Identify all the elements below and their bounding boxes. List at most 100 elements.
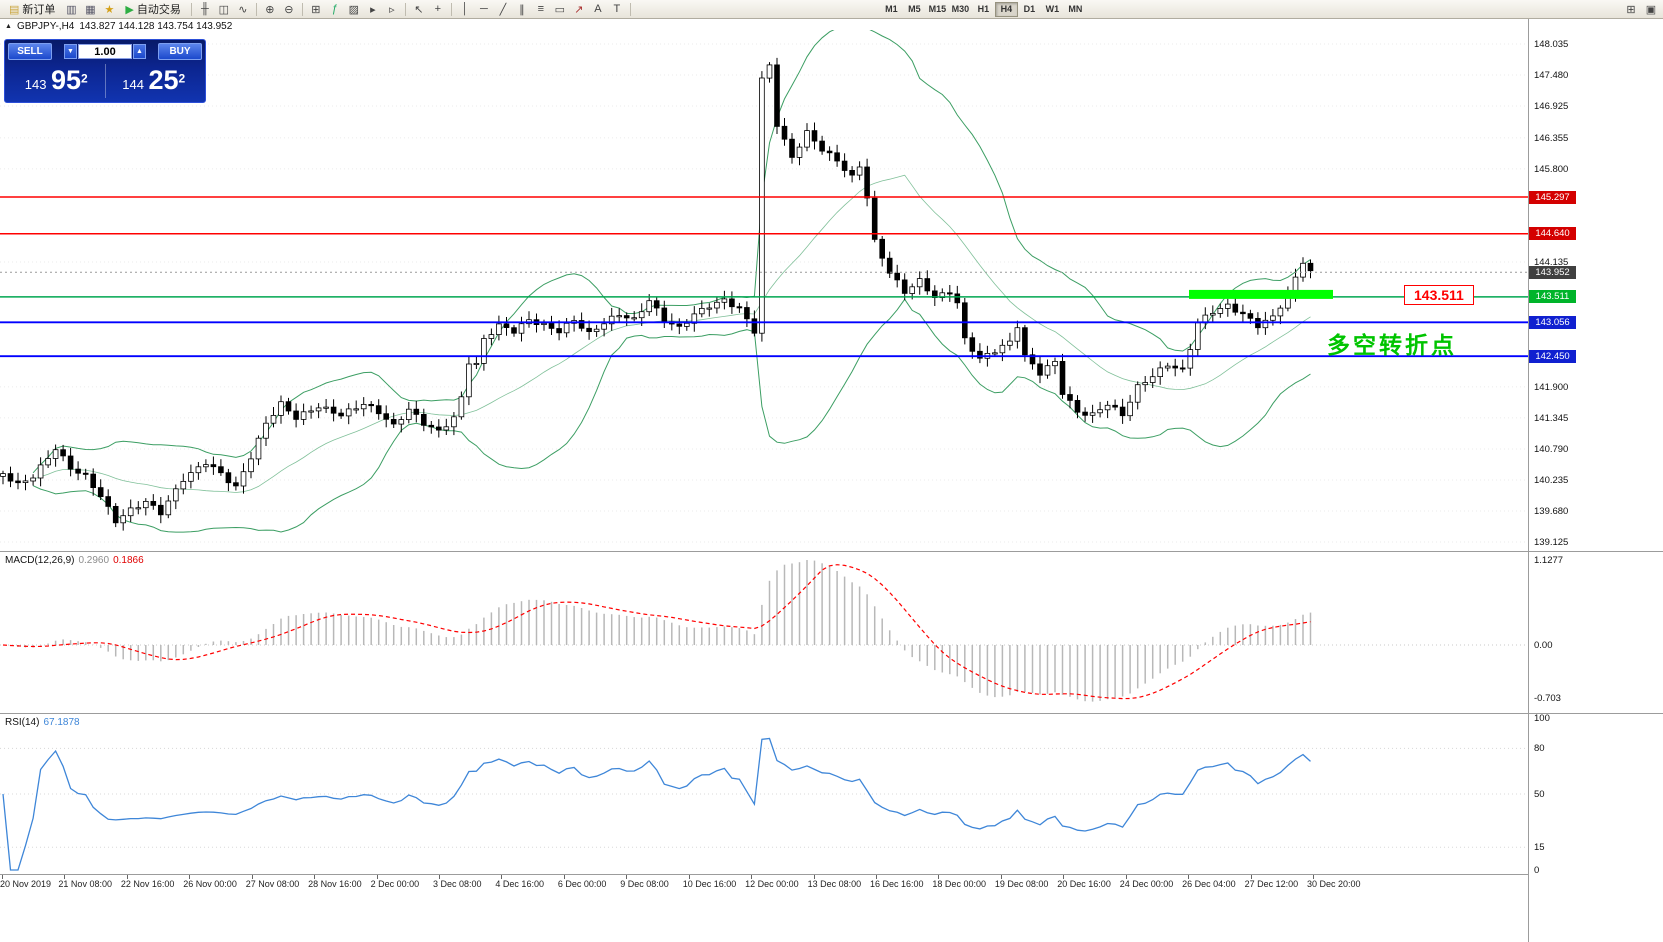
timeframe-d1-button[interactable]: D1 bbox=[1018, 2, 1041, 17]
bollinger-middle-band bbox=[32, 174, 1311, 493]
time-tick bbox=[876, 875, 877, 879]
data-window-icon[interactable]: ▦ bbox=[81, 1, 99, 17]
vertical-line-icon[interactable]: │ bbox=[456, 1, 474, 17]
navigator-icon[interactable]: ★ bbox=[100, 1, 118, 17]
time-tick bbox=[376, 875, 378, 879]
autotrade-button[interactable]: ▶ 自动交易 bbox=[119, 1, 186, 17]
text-label-icon[interactable]: T bbox=[608, 1, 626, 17]
horizontal-level-lines[interactable] bbox=[0, 196, 1528, 358]
volume-increase-button[interactable]: ▲ bbox=[133, 44, 146, 59]
time-label: 27 Dec 12:00 bbox=[1244, 879, 1299, 889]
price-tick: 140.790 bbox=[1534, 443, 1569, 455]
symbol-marker-icon: ▲ bbox=[5, 23, 12, 30]
chart-shift-icon[interactable]: ▹ bbox=[383, 1, 401, 17]
macd-signal-line bbox=[2, 564, 1311, 700]
zoom-in-icon[interactable]: ⊕ bbox=[261, 1, 279, 17]
line-chart-icon[interactable]: ∿ bbox=[234, 1, 252, 17]
time-label: 27 Nov 08:00 bbox=[245, 879, 300, 889]
time-label: 4 Dec 16:00 bbox=[495, 879, 544, 889]
volume-decrease-button[interactable]: ▼ bbox=[64, 44, 77, 59]
bar-chart-icon[interactable]: ╫ bbox=[196, 1, 214, 17]
time-tick bbox=[938, 875, 940, 879]
chart-caption: ▲ GBPJPY-,H4 143.827 144.128 143.754 143… bbox=[5, 21, 232, 32]
time-tick bbox=[626, 875, 628, 879]
rsi-panel[interactable] bbox=[0, 714, 1528, 874]
time-label: 30 Dec 20:00 bbox=[1307, 879, 1361, 889]
text-icon[interactable]: A bbox=[589, 1, 607, 17]
price-chart-svg bbox=[0, 30, 1528, 543]
buy-price[interactable]: 144 252 bbox=[122, 65, 186, 95]
equidistant-channel-icon[interactable]: ∥ bbox=[513, 1, 531, 17]
window-arrange-icon[interactable]: ▣ bbox=[1642, 1, 1660, 17]
macd-tick: 1.1277 bbox=[1534, 555, 1564, 566]
time-label: 9 Dec 08:00 bbox=[620, 879, 669, 889]
timeframe-group: M1 M5 M15 M30 H1 H4 D1 W1 MN bbox=[880, 1, 1087, 17]
cursor-icon[interactable]: ↖ bbox=[410, 1, 428, 17]
zoom-out-icon[interactable]: ⊖ bbox=[280, 1, 298, 17]
time-label: 13 Dec 08:00 bbox=[807, 879, 862, 889]
trendline-icon[interactable]: ╱ bbox=[494, 1, 512, 17]
tile-windows-icon[interactable]: ⊞ bbox=[307, 1, 325, 17]
horizontal-line-icon[interactable]: ─ bbox=[475, 1, 493, 17]
time-tick bbox=[688, 875, 690, 879]
indicators-icon[interactable]: ƒ bbox=[326, 1, 344, 17]
price-tick: 139.680 bbox=[1534, 506, 1569, 518]
bollinger-lower-band bbox=[32, 298, 1311, 533]
time-label: 28 Nov 16:00 bbox=[308, 879, 362, 889]
buy-button[interactable]: BUY bbox=[158, 43, 202, 60]
panel-separator[interactable] bbox=[0, 713, 1663, 714]
time-axis[interactable]: 20 Nov 2019 21 Nov 08:00 22 Nov 16:00 26 No… bbox=[0, 874, 1528, 942]
price-axis[interactable]: 148.035 147.480 146.925 146.355 145.800 144.1… bbox=[1528, 19, 1663, 942]
panel-separator[interactable] bbox=[0, 551, 1663, 552]
timeframe-h1-button[interactable]: H1 bbox=[972, 2, 995, 17]
market-watch-icon[interactable]: ▥ bbox=[62, 1, 80, 17]
macd-panel[interactable] bbox=[0, 552, 1528, 712]
timeframe-w1-button[interactable]: W1 bbox=[1041, 2, 1064, 17]
time-tick bbox=[1125, 875, 1127, 879]
ohlc-values: 143.827 144.128 143.754 143.952 bbox=[79, 21, 233, 32]
toolbar-separator bbox=[629, 2, 631, 16]
toolbar-separator bbox=[404, 2, 406, 16]
time-label: 22 Nov 16:00 bbox=[120, 879, 175, 889]
arrows-icon[interactable]: ↗ bbox=[570, 1, 588, 17]
timeframe-m15-button[interactable]: M15 bbox=[926, 2, 949, 17]
pivot-note[interactable]: 多空转折点 bbox=[1327, 332, 1457, 358]
shapes-icon[interactable]: ▭ bbox=[551, 1, 569, 17]
timeframe-m5-button[interactable]: M5 bbox=[903, 2, 926, 17]
time-tick bbox=[439, 875, 440, 879]
sell-price[interactable]: 143 952 bbox=[24, 65, 88, 95]
rsi-chart-svg bbox=[0, 737, 1528, 871]
time-tick bbox=[251, 875, 253, 879]
toolbar-separator bbox=[301, 2, 303, 16]
price-badge: 143.952 bbox=[1529, 265, 1576, 279]
time-label: 12 Dec 00:00 bbox=[745, 879, 799, 889]
candlestick-chart-icon[interactable]: ◫ bbox=[215, 1, 233, 17]
new-order-icon: ▤ bbox=[9, 3, 20, 16]
macd-histogram bbox=[9, 560, 1312, 702]
rsi-tick: 80 bbox=[1534, 743, 1545, 755]
new-chart-icon[interactable]: ⊞ bbox=[1622, 1, 1640, 17]
timeframe-h4-button[interactable]: H4 bbox=[994, 1, 1018, 17]
support-zone-highlight[interactable] bbox=[1189, 289, 1333, 299]
main-chart-panel[interactable] bbox=[0, 30, 1528, 552]
price-badge: 144.640 bbox=[1529, 227, 1576, 241]
sell-button[interactable]: SELL bbox=[8, 43, 52, 60]
volume-input[interactable] bbox=[78, 44, 132, 59]
price-callout[interactable]: 143.511 bbox=[1404, 285, 1474, 305]
symbol-period-label: GBPJPY-,H4 bbox=[16, 21, 75, 32]
price-tick: 139.125 bbox=[1534, 537, 1569, 549]
timeframe-m30-button[interactable]: M30 bbox=[949, 2, 972, 17]
timeframe-m1-button[interactable]: M1 bbox=[880, 2, 903, 17]
crosshair-icon[interactable]: + bbox=[429, 1, 447, 17]
toolbar-separator bbox=[190, 2, 192, 16]
autotrade-play-icon: ▶ bbox=[125, 3, 134, 16]
auto-scroll-icon[interactable]: ▸ bbox=[364, 1, 382, 17]
timeframe-mn-button[interactable]: MN bbox=[1064, 2, 1087, 17]
fibonacci-icon[interactable]: ≡ bbox=[532, 1, 550, 17]
bollinger-bands bbox=[32, 30, 1311, 533]
macd-chart-svg bbox=[0, 560, 1528, 702]
templates-icon[interactable]: ▨ bbox=[345, 1, 363, 17]
new-order-button[interactable]: ▤ 新订单 bbox=[3, 1, 61, 17]
price-tick: 148.035 bbox=[1534, 38, 1569, 50]
